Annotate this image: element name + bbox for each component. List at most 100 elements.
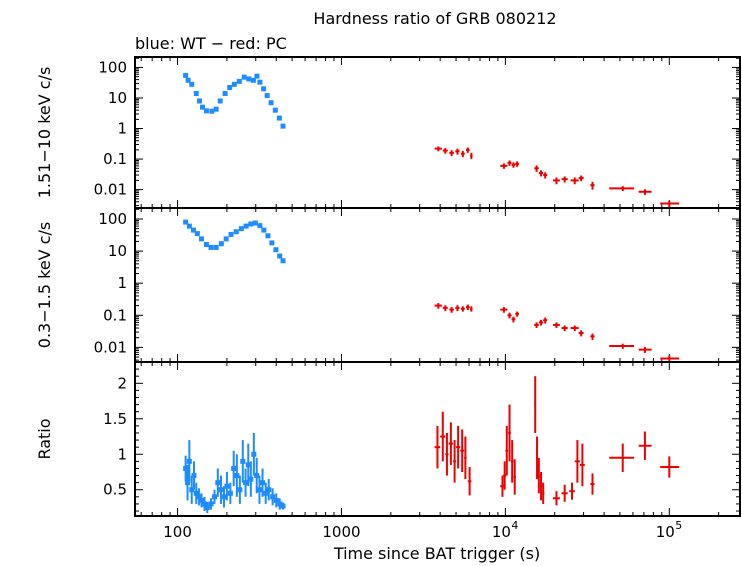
series-wt	[183, 432, 286, 514]
wt-point	[276, 115, 282, 121]
wt-point	[231, 81, 237, 87]
y-tick-label: 0.1	[103, 306, 127, 324]
wt-point	[218, 241, 224, 247]
wt-point	[183, 465, 189, 471]
wt-point	[222, 91, 228, 97]
wt-point	[277, 253, 283, 259]
y-ticks	[135, 57, 740, 207]
wt-point	[204, 504, 210, 510]
wt-point	[224, 483, 230, 489]
wt-point	[270, 494, 276, 500]
wt-point	[272, 107, 278, 113]
wt-point	[193, 91, 199, 97]
wt-point	[273, 497, 279, 503]
wt-point	[221, 494, 227, 500]
x-ticks	[140, 208, 720, 362]
wt-point	[201, 501, 207, 507]
panel-soft: 100 10 1 0.1 0.01 0.3−1.5 keV c/s	[35, 207, 741, 363]
wt-point	[196, 98, 202, 104]
y-tick-label: 10	[108, 89, 127, 107]
series-wt	[183, 219, 286, 264]
panel-frame	[134, 56, 741, 209]
wt-point	[246, 76, 252, 82]
wt-point	[191, 473, 197, 479]
wt-point	[183, 219, 189, 225]
wt-point	[203, 108, 209, 114]
wt-point	[243, 223, 249, 229]
wt-point	[203, 242, 209, 248]
wt-point	[231, 465, 237, 471]
x-axis-label: Time since BAT trigger (s)	[333, 544, 540, 563]
wt-point	[190, 227, 196, 233]
y-tick-label: 10	[108, 242, 127, 260]
y-axis-label: 1.51−10 keV c/s	[35, 67, 54, 199]
wt-point	[277, 501, 283, 507]
wt-point	[213, 244, 219, 250]
wt-point	[186, 223, 192, 229]
wt-point	[185, 480, 191, 486]
chart-subtitle: blue: WT − red: PC	[135, 34, 287, 53]
wt-point	[233, 229, 239, 235]
wt-point	[199, 497, 205, 503]
wt-point	[215, 480, 221, 486]
y-tick-label: 100	[98, 210, 127, 228]
y-tick-label: 2	[117, 374, 127, 392]
series-pc	[434, 146, 680, 207]
y-tick-label: 1	[117, 120, 127, 138]
series-wt	[183, 72, 286, 129]
wt-point	[251, 451, 257, 457]
wt-point	[264, 93, 270, 99]
wt-point	[241, 74, 247, 80]
wt-point	[227, 490, 233, 496]
wt-point	[186, 458, 192, 464]
wt-point	[208, 244, 214, 250]
x-tick-exponent: 4	[511, 519, 518, 532]
x-tick-label: 1000	[322, 523, 360, 541]
wt-point	[238, 226, 244, 232]
plot-area: 100 10 1 0.1 0.01 1.51−10 keV c/s 100 10 1 0.1 0.0…	[35, 56, 741, 541]
wt-point	[257, 79, 263, 85]
wt-point	[185, 77, 191, 83]
x-tick-label: 10	[492, 523, 511, 541]
wt-point	[200, 104, 206, 110]
wt-point	[209, 108, 215, 114]
wt-point	[254, 73, 260, 79]
panel-hard: 100 10 1 0.1 0.01 1.51−10 keV c/s	[35, 56, 741, 209]
wt-point	[237, 487, 243, 493]
panel-frame	[134, 207, 741, 363]
x-tick-label: 10	[656, 523, 675, 541]
wt-point	[228, 231, 234, 237]
wt-point	[260, 480, 266, 486]
wt-point	[189, 81, 195, 87]
wt-point	[280, 258, 286, 264]
wt-point	[236, 78, 242, 84]
wt-point	[194, 231, 200, 237]
wt-point	[217, 98, 223, 104]
y-axis-label: Ratio	[35, 418, 54, 459]
wt-point	[245, 462, 251, 468]
wt-point	[223, 236, 229, 242]
wt-point	[261, 227, 267, 233]
wt-point	[250, 77, 256, 83]
wt-point	[254, 473, 260, 479]
wt-point	[257, 223, 263, 229]
wt-point	[193, 490, 199, 496]
wt-point	[280, 123, 286, 129]
wt-point	[213, 106, 219, 112]
wt-point	[234, 473, 240, 479]
wt-point	[252, 220, 258, 226]
wt-point	[261, 86, 267, 92]
wt-point	[273, 247, 279, 253]
panel-ratio: 2 1.5 1 0.5 Ratio	[35, 361, 741, 517]
wt-point	[211, 494, 217, 500]
series-pc	[434, 376, 680, 506]
y-tick-label: 0.01	[94, 181, 127, 199]
y-tick-label: 1	[117, 274, 127, 292]
wt-point	[243, 480, 249, 486]
wt-point	[269, 240, 275, 246]
wt-point	[248, 221, 254, 227]
wt-point	[218, 487, 224, 493]
y-tick-label: 100	[98, 58, 127, 76]
wt-point	[196, 494, 202, 500]
